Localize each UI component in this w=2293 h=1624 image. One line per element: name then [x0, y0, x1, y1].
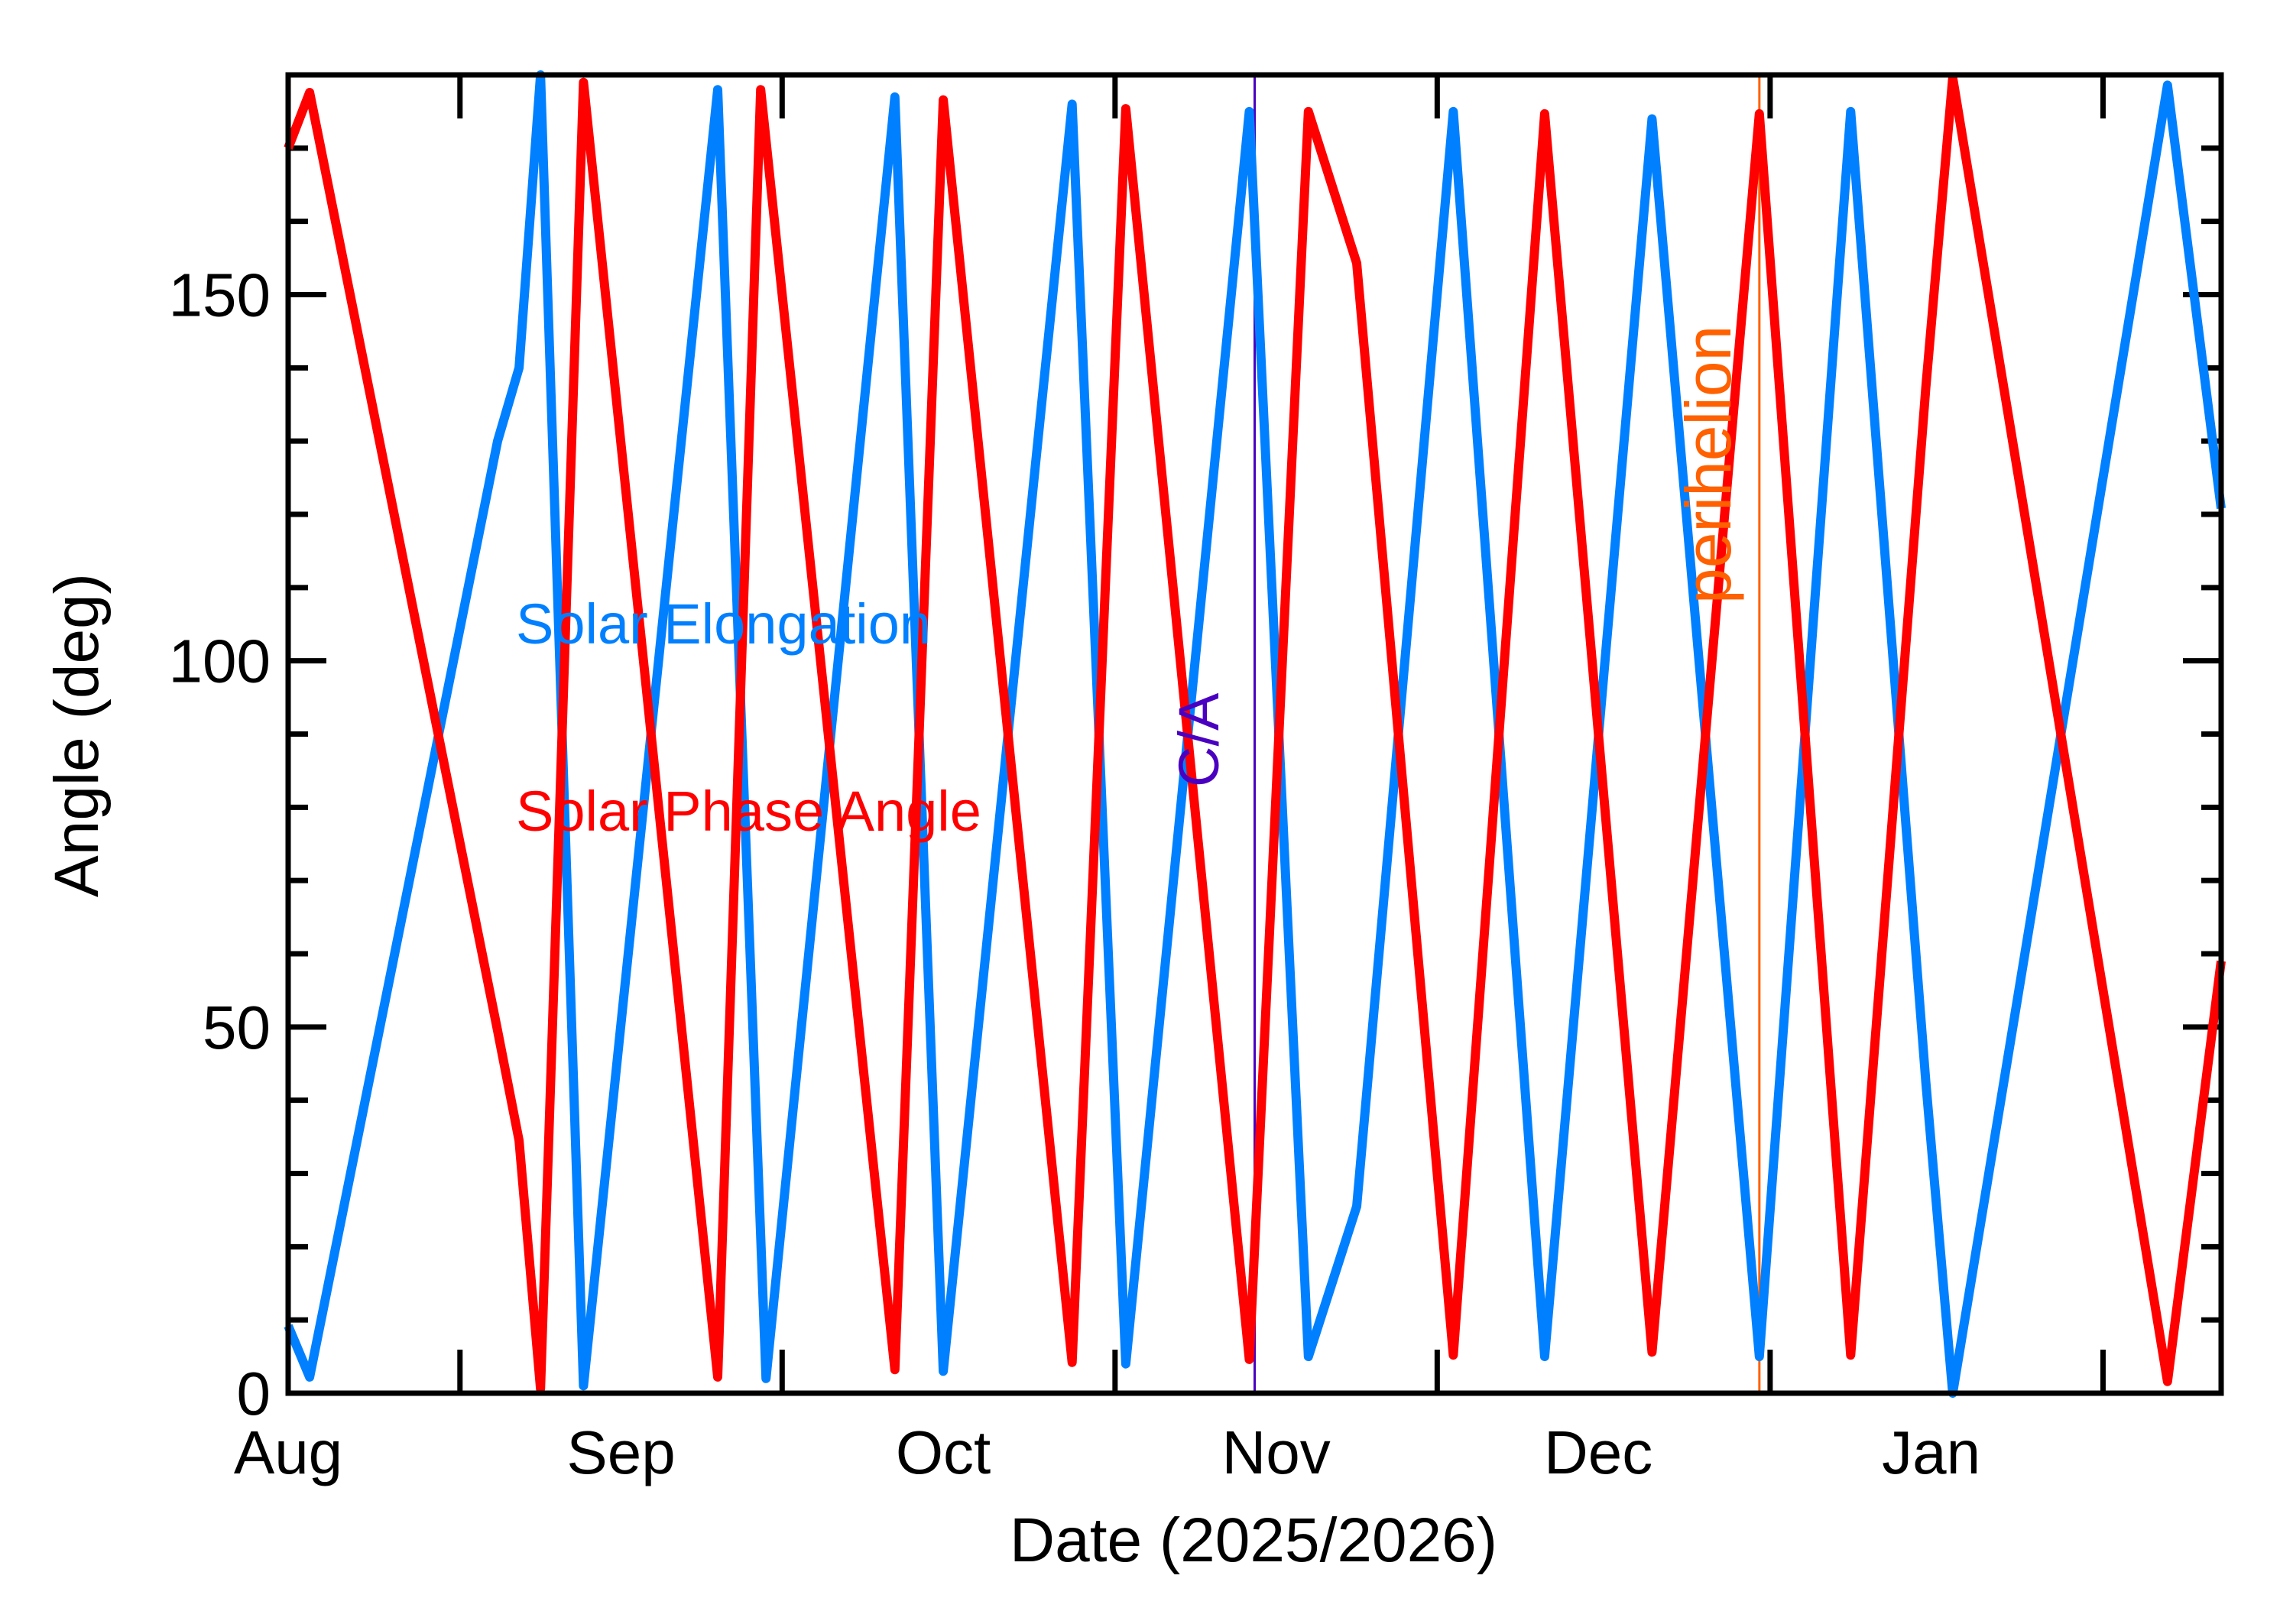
x-axis-title: Date (2025/2026)	[1010, 1506, 1497, 1575]
x-tick-label: Sep	[566, 1418, 675, 1486]
legend-solar-elongation: Solar Elongation	[516, 592, 931, 656]
y-axis-title: Angle (deg)	[42, 573, 112, 897]
y-tick-label: 100	[169, 627, 271, 695]
legend-solar-phase-angle: Solar Phase Angle	[516, 780, 981, 843]
closest-approach-label: C/A	[1167, 692, 1231, 787]
y-tick-label: 150	[169, 261, 271, 329]
x-tick-label: Aug	[234, 1418, 342, 1486]
axis-ticks	[288, 72, 2221, 1396]
plot-frame	[285, 72, 2224, 1396]
tick-labels: 0 50 100 150 Aug Sep Oct Nov Dec Jan	[169, 261, 1981, 1487]
y-tick-label: 50	[203, 994, 271, 1062]
x-tick-label: Jan	[1882, 1418, 1980, 1486]
x-tick-label: Oct	[896, 1418, 991, 1486]
solar-phase-angle-line	[284, 73, 2226, 1394]
perihelion-label: perihelion	[1672, 326, 1744, 604]
series-lines	[284, 70, 2226, 1398]
y-tick-label: 0	[237, 1360, 271, 1428]
x-tick-label: Nov	[1221, 1418, 1330, 1486]
x-tick-label: Dec	[1544, 1418, 1652, 1486]
